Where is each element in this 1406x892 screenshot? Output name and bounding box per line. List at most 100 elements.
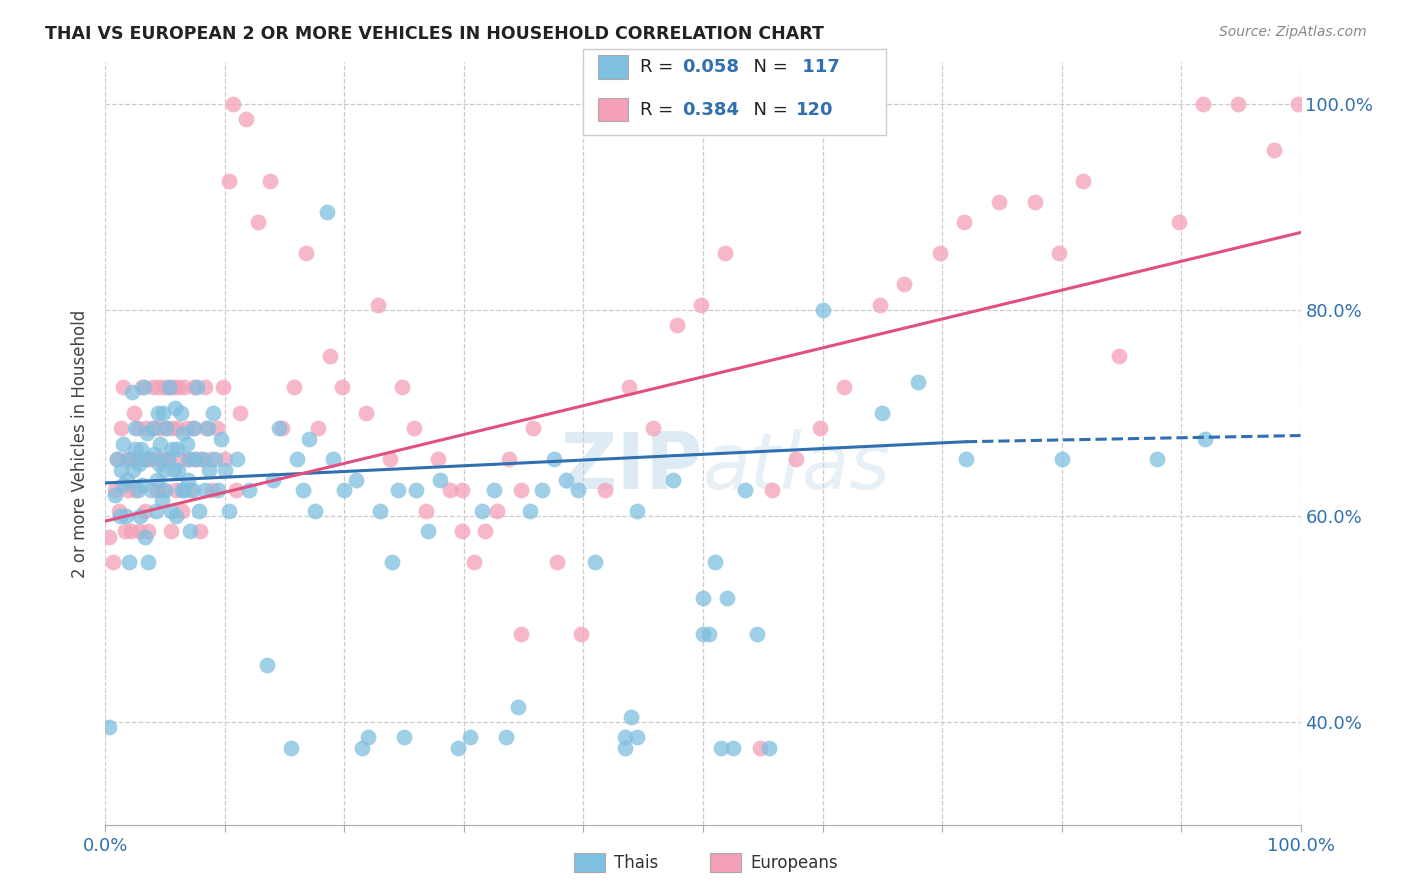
Text: Source: ZipAtlas.com: Source: ZipAtlas.com [1219,25,1367,39]
Point [150,493,173,508]
Point [510,483,533,497]
Point [142,380,165,394]
Point [450,524,472,539]
Point [1024,194,1046,209]
Point [614,740,637,755]
Point [146,406,169,420]
Point [172,426,194,441]
Point [194,421,217,435]
Point [554,473,576,487]
Point [142,421,165,435]
Point [1263,143,1285,157]
Point [692,627,714,641]
Point [689,298,711,312]
Point [167,462,190,476]
Point [146,483,169,497]
Point [148,380,170,394]
Point [179,483,201,497]
Point [186,452,208,467]
Point [749,740,772,755]
Point [149,436,172,450]
Point [458,731,481,745]
Point [134,529,156,543]
Point [177,452,201,467]
Point [166,421,188,435]
Point [402,421,425,435]
Point [194,380,217,394]
Point [247,215,270,229]
Point [163,401,186,415]
Point [107,452,129,467]
Point [165,483,187,497]
Point [118,452,141,467]
Point [471,504,494,518]
Point [162,442,184,456]
Point [150,483,173,497]
Point [378,452,401,467]
Point [439,483,461,497]
Point [315,205,337,219]
Point [198,462,221,476]
Point [115,452,138,467]
Point [988,194,1011,209]
Text: 117: 117 [796,58,839,76]
Point [155,421,177,435]
Point [129,508,152,523]
Point [357,731,380,745]
Point [614,731,637,745]
Point [259,174,281,188]
Point [187,504,209,518]
Point [543,452,565,467]
Point [117,483,139,497]
Point [162,380,184,394]
Point [128,524,150,539]
Point [321,452,344,467]
Point [173,380,195,394]
Point [131,380,153,394]
Point [415,504,437,518]
Point [354,406,377,420]
Point [280,740,302,755]
Point [522,421,544,435]
Point [567,483,589,497]
Point [139,452,162,467]
Point [1227,96,1250,111]
Point [304,504,326,518]
Point [177,473,200,487]
Point [391,380,413,394]
Point [177,452,200,467]
Point [569,627,592,641]
Point [474,524,496,539]
Point [152,406,174,420]
Point [120,524,142,539]
Text: 0.058: 0.058 [682,58,740,76]
Point [193,452,215,467]
Point [167,380,190,394]
Point [808,421,831,435]
Point [197,421,219,435]
Point [307,421,329,435]
Point [202,406,225,420]
Point [225,452,249,467]
Point [211,380,233,394]
Text: THAI VS EUROPEAN 2 OR MORE VEHICLES IN HOUSEHOLD CORRELATION CHART: THAI VS EUROPEAN 2 OR MORE VEHICLES IN H… [45,25,824,43]
Point [200,452,222,467]
Text: 120: 120 [796,101,834,119]
Point [218,504,240,518]
Point [181,483,204,497]
Point [1071,174,1094,188]
Point [165,508,187,523]
Point [170,406,193,420]
Point [785,452,807,467]
Point [136,452,159,467]
Point [811,302,834,317]
Point [238,483,260,497]
Point [418,524,440,539]
Point [1191,96,1213,111]
Point [761,483,783,497]
Point [907,375,929,389]
Point [115,473,138,487]
Point [156,452,179,467]
Point [129,452,153,467]
Point [319,349,342,363]
